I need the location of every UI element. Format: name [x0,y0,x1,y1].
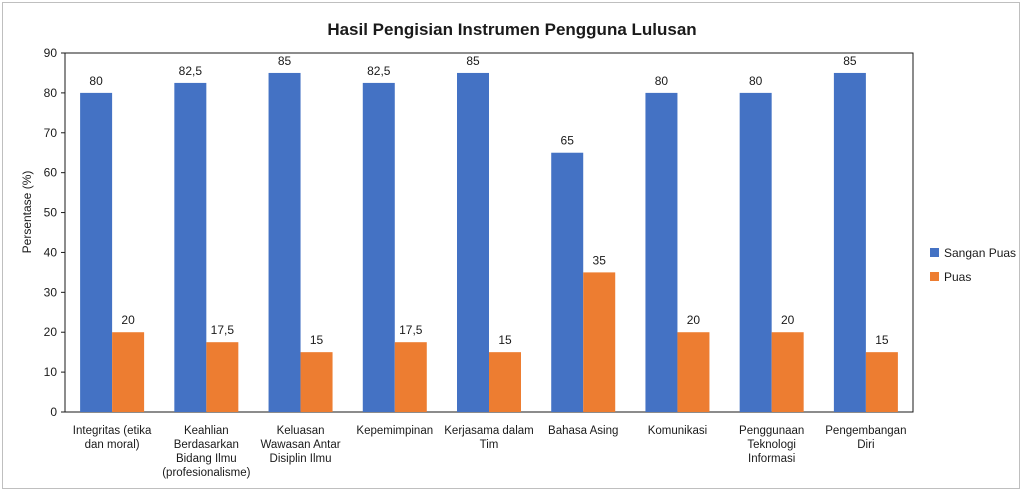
data-label: 15 [310,333,324,347]
x-category-label: Kepemimpinan [356,425,433,437]
x-category-label: Penggunaan Teknologi Informasi [739,425,804,465]
x-category-line: Komunikasi [648,425,707,437]
data-label: 80 [749,74,763,88]
data-label: 35 [593,253,607,267]
x-category-line: Kepemimpinan [356,425,433,437]
x-category-line: Teknologi [747,439,796,451]
bar-sangat-puas [174,82,207,413]
x-category-label: Bahasa Asing [548,425,618,437]
x-category-label: Kerjasama dalam Tim [444,425,533,451]
bar-puas [583,272,616,412]
y-tick-label: 10 [44,365,58,379]
x-category-line: Integritas (etika [73,425,152,437]
x-category-label: Keahlian Berdasarkan Bidang Ilmu (profesion… [162,425,250,479]
x-category-label: Keluasan Wawasan Antar Disiplin Ilmu [260,425,340,465]
x-category-line: Keluasan [277,425,325,437]
x-category-line: Pengembangan [825,425,906,437]
chart-title: Hasil Pengisian Instrumen Pengguna Lulus… [327,20,696,39]
data-label: 65 [561,134,575,148]
x-category-line: Diri [857,439,874,451]
legend-label: Puas [944,270,971,284]
data-label: 15 [875,333,889,347]
legend-swatch [930,248,939,257]
bar-series [80,72,898,413]
x-category-line: Informasi [748,453,795,465]
y-axis-ticks: 0 10 20 30 40 50 60 70 80 90 [44,46,65,419]
x-category-line: Tim [480,439,499,451]
x-category-line: Disiplin Ilmu [270,453,332,465]
legend-label: Sangan Puas [944,246,1016,260]
x-category-label: Pengembangan Diri [825,425,906,451]
x-category-line: Wawasan Antar [260,439,340,451]
x-category-line: (profesionalisme) [162,467,250,479]
x-category-line: Berdasarkan [174,439,239,451]
data-label: 20 [781,313,795,327]
legend: Sangan Puas Puas [930,246,1016,284]
bar-puas [112,332,145,412]
data-label: 85 [278,54,292,68]
bar-puas [206,342,239,412]
data-labels: 80 20 82,5 17,5 85 15 82,5 17,5 85 15 65 35 80 20 80 20… [89,54,888,347]
bar-sangat-puas [362,82,395,413]
data-label: 85 [843,54,857,68]
y-axis-label: Persentase (%) [20,171,34,254]
x-category-label: Integritas (etika dan moral) [73,425,152,451]
y-tick-label: 90 [44,46,58,60]
y-tick-label: 60 [44,166,58,180]
x-category-line: Kerjasama dalam [444,425,533,437]
bar-sangat-puas [80,92,113,412]
data-label: 15 [498,333,512,347]
x-category-line: Bidang Ilmu [176,453,237,465]
y-tick-label: 20 [44,325,58,339]
bar-puas [865,352,898,412]
y-tick-label: 80 [44,86,58,100]
bar-sangat-puas [645,92,678,412]
data-label: 20 [687,313,701,327]
y-tick-label: 40 [44,245,58,259]
data-label: 82,5 [367,64,391,78]
bar-puas [300,352,333,412]
bar-sangat-puas [268,72,301,412]
legend-swatch [930,272,939,281]
data-label: 85 [466,54,480,68]
data-label: 20 [121,313,135,327]
data-label: 17,5 [399,323,423,337]
x-category-line: dan moral) [85,439,140,451]
x-category-line: Penggunaan [739,425,804,437]
data-label: 82,5 [179,64,203,78]
bar-sangat-puas [457,72,489,412]
x-category-line: Keahlian [184,425,229,437]
bar-sangat-puas [833,72,866,412]
data-label: 80 [89,74,103,88]
x-category-label: Komunikasi [648,425,707,437]
y-tick-label: 50 [44,206,58,220]
bar-sangat-puas [551,152,584,412]
y-tick-label: 70 [44,126,58,140]
bar-sangat-puas [739,92,772,412]
bar-puas [394,342,427,412]
bar-puas [771,332,804,412]
y-tick-label: 30 [44,285,58,299]
x-category-line: Bahasa Asing [548,425,618,437]
data-label: 17,5 [211,323,235,337]
data-label: 80 [655,74,669,88]
bar-puas [489,352,521,412]
y-tick-label: 0 [50,405,57,419]
bar-puas [677,332,710,412]
x-axis-categories: Integritas (etika dan moral) Keahlian Berda… [73,425,907,479]
